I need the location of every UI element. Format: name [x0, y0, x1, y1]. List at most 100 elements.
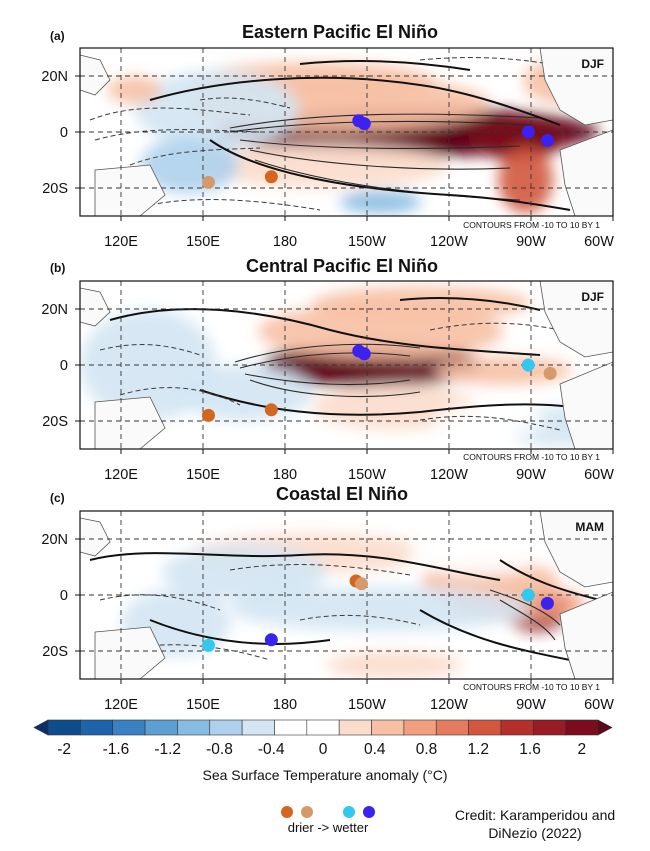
- colorbar-tick-label: -0.4: [258, 741, 285, 758]
- colorbar-tick-label: 2: [578, 741, 587, 758]
- colorbar-tick-label: -0.8: [206, 741, 233, 758]
- precip-point-drier-weak: [355, 577, 369, 591]
- colorbar-swatch: [403, 719, 437, 736]
- x-tick-label: 150E: [186, 697, 220, 713]
- y-tick-label: 20N: [41, 532, 68, 548]
- panel-c: (c) Coastal El Niño MAM CONTOURS FROM -1…: [41, 484, 614, 713]
- colorbar-swatch: [468, 719, 502, 736]
- x-tick-label: 180: [273, 697, 297, 713]
- y-tick-label: 20N: [41, 69, 68, 85]
- panel-c-title: Coastal El Niño: [276, 484, 408, 504]
- colorbar-tick-label: 0.4: [364, 741, 386, 758]
- colorbar-swatch: [274, 719, 308, 736]
- colorbar: -2 -1.6 -1.2 -0.8 -0.4 0 0.4 0.8 1.2 1.6 2: [33, 719, 613, 758]
- x-tick-label: 90W: [516, 467, 546, 483]
- panel-a-x-ticks: 120E 150E 180 150W 120W 90W 60W: [104, 216, 614, 250]
- x-tick-label: 120E: [104, 467, 138, 483]
- colorbar-tick-label: 1.6: [519, 741, 541, 758]
- precip-point-wetter-strong: [357, 347, 371, 361]
- x-tick-label: 120W: [430, 234, 468, 250]
- panel-b-x-ticks: 120E 150E 180 150W 120W 90W 60W: [104, 449, 614, 483]
- y-tick-label: 0: [60, 125, 68, 141]
- colorbar-tick-label: 1.2: [468, 741, 490, 758]
- colorbar-swatch: [435, 719, 469, 736]
- panel-b-y-ticks: 20N 0 20S: [41, 302, 80, 430]
- panel-a-points: [201, 114, 554, 189]
- x-tick-label: 120E: [104, 234, 138, 250]
- panel-b-land: [80, 281, 613, 449]
- precip-point-wetter-strong: [540, 133, 554, 147]
- colorbar-swatch: [144, 719, 178, 736]
- colorbar-swatch: [532, 719, 566, 736]
- sst-anomaly-blob-6: [203, 143, 449, 189]
- x-tick-label: 150W: [348, 697, 386, 713]
- precip-point-drier-weak: [201, 175, 215, 189]
- sst-anomaly-blob-5: [312, 384, 477, 430]
- precip-point-wetter-strong: [357, 117, 371, 131]
- colorbar-min-arrow: [33, 719, 49, 736]
- panel-a-y-ticks: 20N 0 20S: [41, 69, 80, 197]
- credit-line-2: DiNezio (2022): [488, 825, 581, 841]
- panel-b-label: (b): [50, 261, 65, 275]
- colorbar-swatch: [565, 719, 599, 736]
- y-tick-label: 0: [60, 358, 68, 374]
- sst-anomaly-blob-8: [408, 530, 545, 576]
- x-tick-label: 60W: [584, 697, 614, 713]
- panel-b: (b) Central Pacific El Niño DJF CONTOURS…: [41, 256, 614, 483]
- y-tick-label: 20N: [41, 302, 68, 318]
- panel-a-map: [80, 48, 613, 216]
- colorbar-swatch: [371, 719, 405, 736]
- colorbar-swatch: [241, 719, 275, 736]
- y-tick-label: 0: [60, 588, 68, 604]
- x-tick-label: 180: [273, 467, 297, 483]
- sst-anomaly-blob-4: [326, 651, 463, 679]
- panel-c-y-ticks: 20N 0 20S: [41, 532, 80, 660]
- colorbar-swatch: [47, 719, 81, 736]
- x-tick-label: 60W: [584, 467, 614, 483]
- sst-anomaly-blob-5: [230, 586, 532, 632]
- panel-a: (a) Eastern Pacific El Niño DJF CONTOURS…: [41, 22, 614, 250]
- panel-c-points: [201, 574, 554, 652]
- y-tick-label: 20S: [42, 414, 68, 430]
- legend-dot-drier-weak: [301, 806, 313, 818]
- colorbar-tick-label: 0: [319, 741, 328, 758]
- precip-point-wetter-weak: [521, 588, 535, 602]
- precip-point-drier-weak: [543, 366, 557, 380]
- legend-dot-wetter-weak: [343, 806, 355, 818]
- precip-point-wetter-weak: [201, 638, 215, 652]
- panel-b-contour-note: CONTOURS FROM -10 TO 10 BY 1: [463, 452, 600, 462]
- x-tick-label: 180: [273, 234, 297, 250]
- panel-a-land: [80, 48, 613, 216]
- colorbar-tick-label: -1.2: [154, 741, 181, 758]
- y-tick-label: 20S: [42, 644, 68, 660]
- panel-a-title: Eastern Pacific El Niño: [242, 22, 438, 42]
- colorbar-swatch: [209, 719, 243, 736]
- precip-point-drier-strong: [264, 170, 278, 184]
- precip-point-wetter-strong: [540, 596, 554, 610]
- colorbar-label: Sea Surface Temperature anomaly (°C): [202, 767, 447, 783]
- panel-c-map: [80, 511, 613, 679]
- x-tick-label: 150W: [348, 234, 386, 250]
- panel-c-land: [80, 511, 613, 679]
- x-tick-label: 150W: [348, 467, 386, 483]
- panel-a-season: DJF: [581, 57, 604, 71]
- sst-anomaly-blob-3: [498, 146, 553, 214]
- sst-anomaly-blob-7: [175, 365, 313, 421]
- point-legend: drier -> wetter: [281, 806, 375, 835]
- colorbar-swatch: [500, 719, 534, 736]
- legend-dot-drier-strong: [281, 806, 293, 818]
- sst-anomaly-blob-7: [134, 70, 299, 149]
- x-tick-label: 90W: [516, 697, 546, 713]
- sst-anomaly-blob-4: [435, 356, 572, 385]
- sst-anomaly-blob-2: [468, 115, 567, 160]
- colorbar-tick-label: -1.6: [103, 741, 130, 758]
- colorbar-max-arrow: [597, 719, 613, 736]
- legend-dot-wetter-strong: [363, 806, 375, 818]
- panel-a-contour-note: CONTOURS FROM -10 TO 10 BY 1: [463, 220, 600, 230]
- colorbar-tick-label: 0.8: [416, 741, 438, 758]
- panel-c-season: MAM: [575, 520, 604, 534]
- y-tick-label: 20S: [42, 181, 68, 197]
- colorbar-swatch: [338, 719, 372, 736]
- precip-point-wetter-weak: [521, 358, 535, 372]
